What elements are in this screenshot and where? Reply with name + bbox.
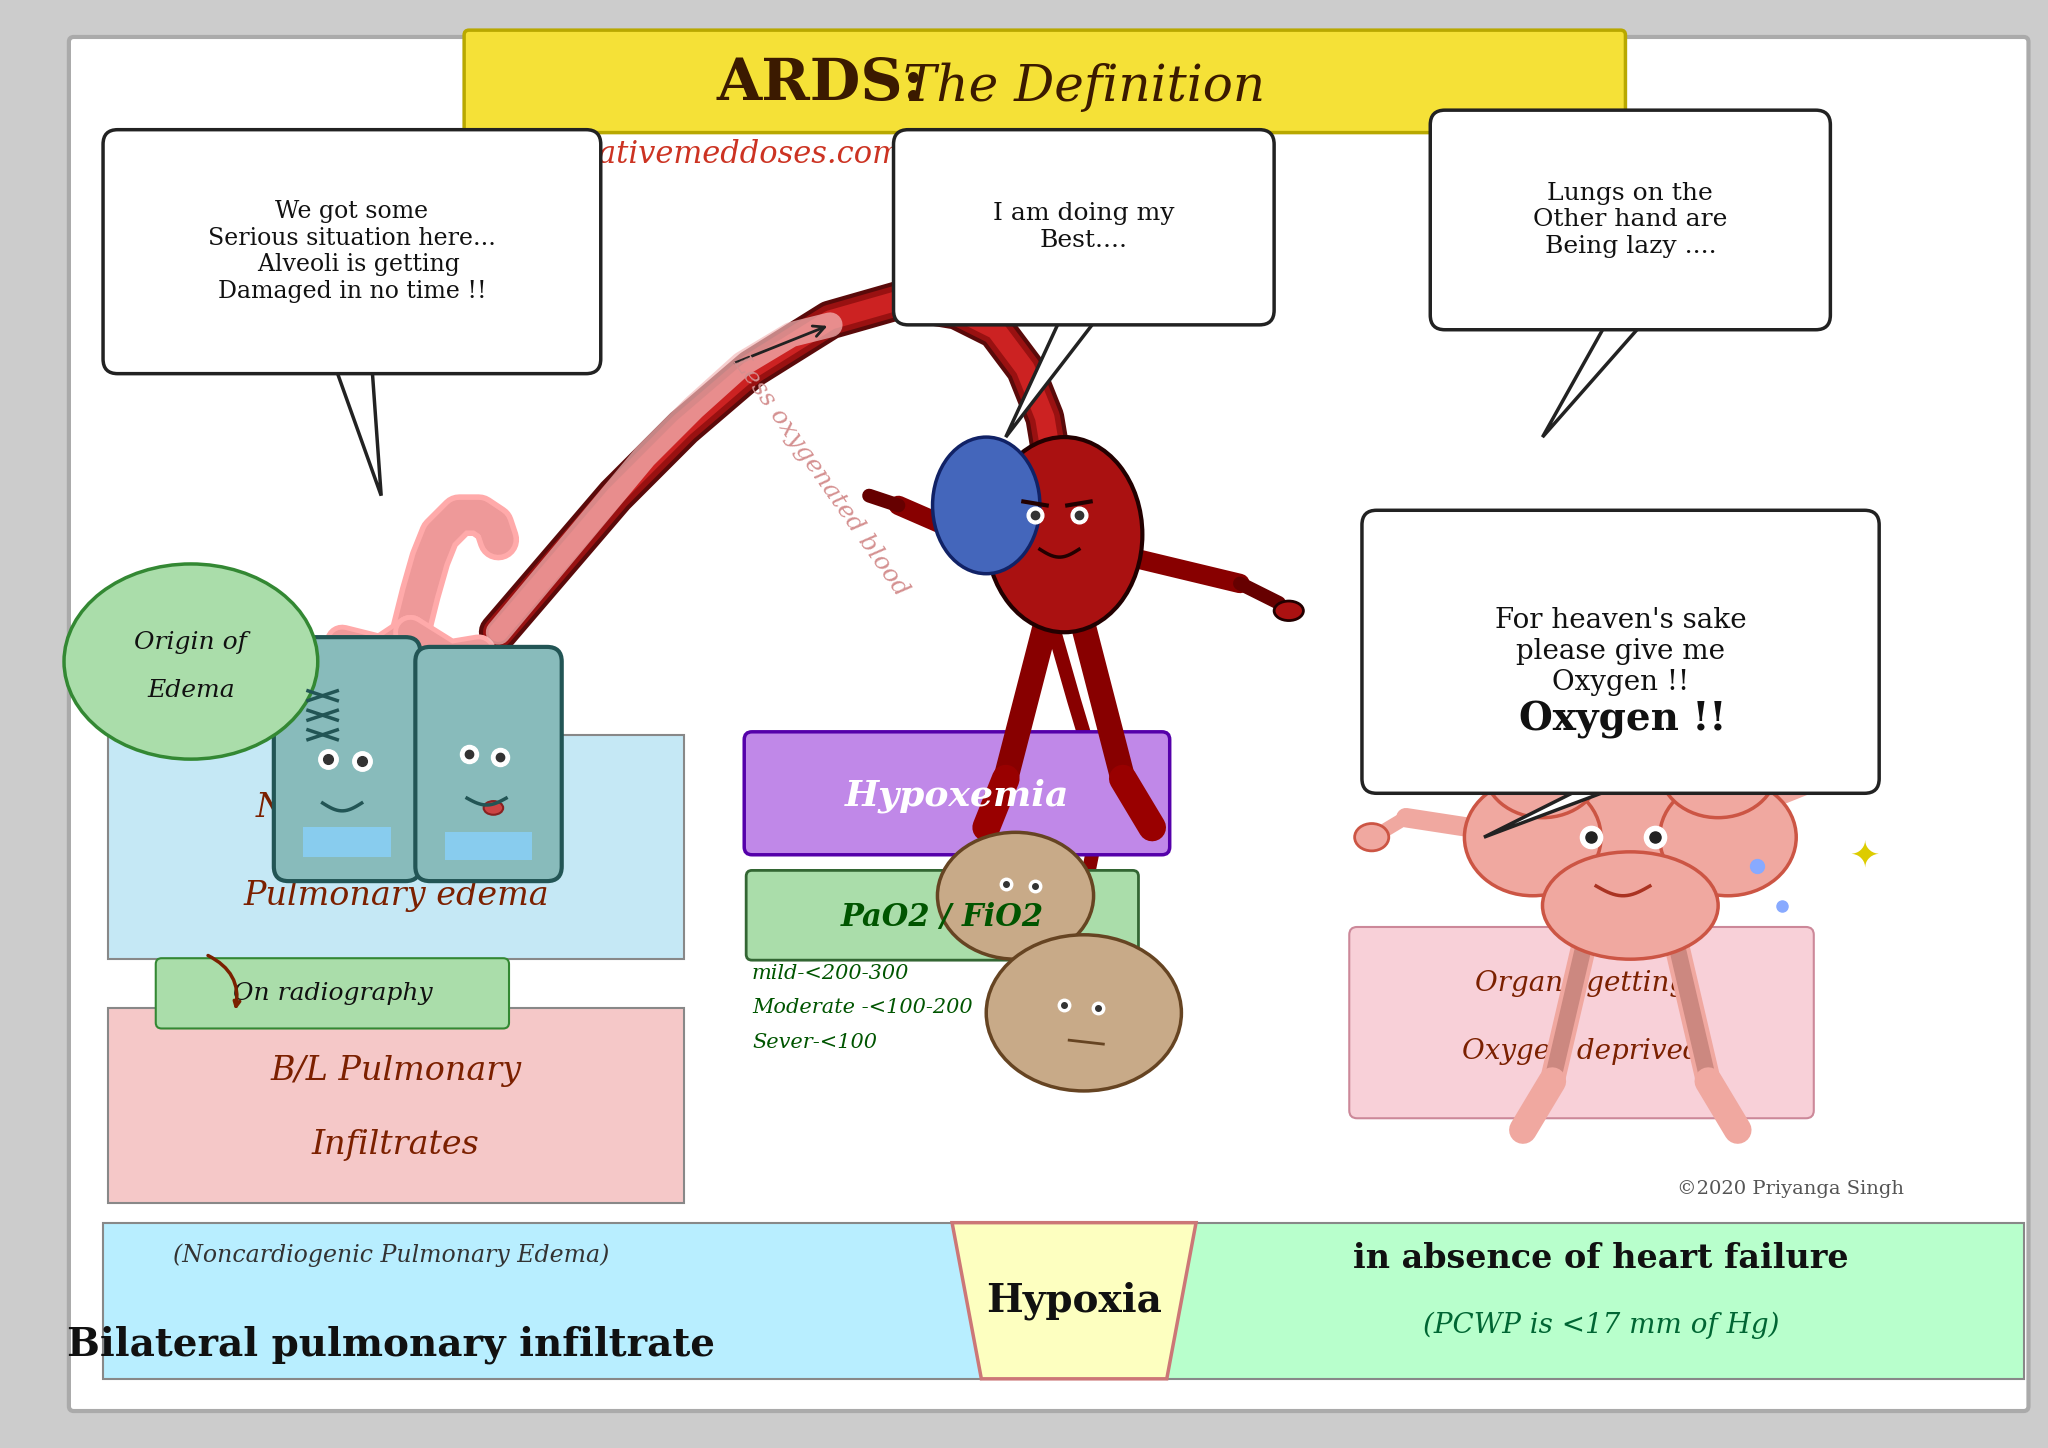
Text: B/L Pulmonary: B/L Pulmonary <box>270 1056 522 1087</box>
FancyBboxPatch shape <box>70 38 2028 1410</box>
Text: ARDS:: ARDS: <box>717 56 924 111</box>
Text: (Noncardiogenic Pulmonary Edema): (Noncardiogenic Pulmonary Edema) <box>172 1244 608 1267</box>
Text: PaO2 / FiO2: PaO2 / FiO2 <box>842 902 1044 933</box>
Text: Edema: Edema <box>147 679 236 702</box>
Text: We got some
Serious situation here...
  Alveoli is getting
Damaged in no time !!: We got some Serious situation here... Al… <box>209 200 496 303</box>
Polygon shape <box>1006 310 1104 437</box>
Text: Oxygen deprived: Oxygen deprived <box>1462 1038 1700 1066</box>
FancyBboxPatch shape <box>274 637 420 882</box>
FancyBboxPatch shape <box>109 1008 684 1203</box>
Ellipse shape <box>1552 686 1708 794</box>
FancyBboxPatch shape <box>416 647 561 882</box>
Ellipse shape <box>1464 779 1602 896</box>
Ellipse shape <box>1659 720 1778 818</box>
Text: ✦: ✦ <box>1849 840 1880 873</box>
Polygon shape <box>332 359 381 495</box>
FancyBboxPatch shape <box>745 870 1139 960</box>
Text: Hypoxemia: Hypoxemia <box>844 779 1069 814</box>
FancyBboxPatch shape <box>156 959 510 1028</box>
FancyBboxPatch shape <box>303 827 391 857</box>
FancyBboxPatch shape <box>743 731 1169 854</box>
Text: On radiography: On radiography <box>233 982 432 1005</box>
Text: I am doing my
Best....: I am doing my Best.... <box>993 203 1176 252</box>
Text: ©2020 Priyanga Singh: ©2020 Priyanga Singh <box>1677 1180 1903 1197</box>
Ellipse shape <box>1354 824 1389 851</box>
Text: Infiltrates: Infiltrates <box>311 1128 479 1161</box>
FancyBboxPatch shape <box>1167 1222 2023 1378</box>
Text: Bilateral pulmonary infiltrate: Bilateral pulmonary infiltrate <box>68 1325 715 1364</box>
Text: Pulmonary edema: Pulmonary edema <box>244 880 549 912</box>
Ellipse shape <box>1485 720 1602 818</box>
FancyBboxPatch shape <box>893 130 1274 324</box>
Text: Creativemeddoses.com: Creativemeddoses.com <box>543 139 903 169</box>
Text: For heaven's sake
please give me
Oxygen !!: For heaven's sake please give me Oxygen … <box>1495 607 1747 696</box>
Ellipse shape <box>1532 741 1729 893</box>
Text: Oxygen !!: Oxygen !! <box>1520 701 1726 738</box>
FancyBboxPatch shape <box>102 130 600 374</box>
Text: Sever-<100: Sever-<100 <box>752 1032 877 1051</box>
FancyBboxPatch shape <box>102 1222 981 1378</box>
Ellipse shape <box>932 437 1040 573</box>
Ellipse shape <box>1274 601 1303 621</box>
Text: Less oxygenated blood: Less oxygenated blood <box>729 352 913 601</box>
FancyBboxPatch shape <box>109 734 684 959</box>
Ellipse shape <box>987 437 1143 633</box>
Text: (PCWP is <17 mm of Hg): (PCWP is <17 mm of Hg) <box>1423 1312 1780 1339</box>
Text: Organs getting: Organs getting <box>1475 970 1688 998</box>
Text: Origin of: Origin of <box>135 630 248 653</box>
Ellipse shape <box>938 833 1094 959</box>
FancyBboxPatch shape <box>444 833 532 860</box>
Polygon shape <box>952 1222 1196 1378</box>
Text: Lungs on the
Other hand are
Being lazy ....: Lungs on the Other hand are Being lazy .… <box>1534 182 1729 258</box>
Ellipse shape <box>63 563 317 759</box>
FancyBboxPatch shape <box>1350 927 1815 1118</box>
Text: in absence of heart failure: in absence of heart failure <box>1354 1242 1849 1276</box>
Ellipse shape <box>987 935 1182 1090</box>
Polygon shape <box>1542 316 1651 437</box>
Ellipse shape <box>1659 779 1796 896</box>
FancyBboxPatch shape <box>1362 510 1880 794</box>
Text: Moderate -<100-200: Moderate -<100-200 <box>752 999 973 1018</box>
Ellipse shape <box>1542 851 1718 959</box>
Text: Hypoxia: Hypoxia <box>987 1281 1161 1321</box>
Text: The Definition: The Definition <box>903 64 1266 113</box>
FancyBboxPatch shape <box>465 30 1626 133</box>
Polygon shape <box>1485 779 1640 837</box>
Text: mild-<200-300: mild-<200-300 <box>752 964 909 983</box>
Ellipse shape <box>483 801 504 815</box>
FancyBboxPatch shape <box>1430 110 1831 330</box>
Text: Non cardiogenic: Non cardiogenic <box>256 792 537 824</box>
